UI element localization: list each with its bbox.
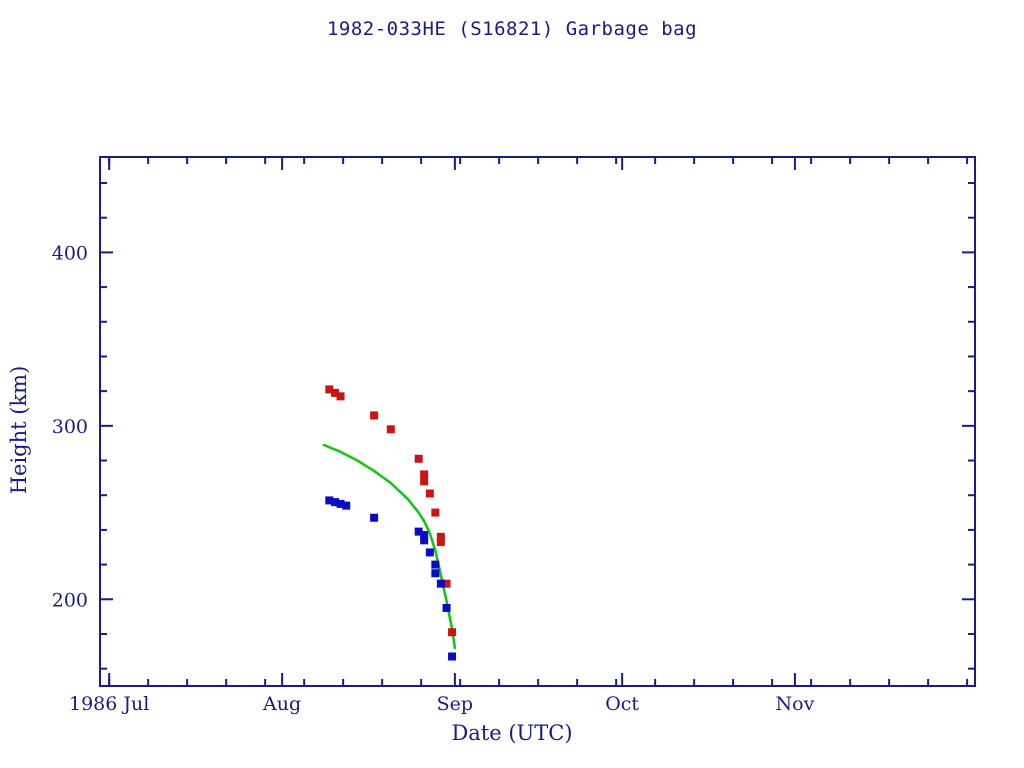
apogee-marker xyxy=(431,508,440,517)
perigee-marker xyxy=(420,536,429,545)
perigee-marker xyxy=(414,527,423,536)
apogee-marker xyxy=(420,477,429,486)
perigee-marker xyxy=(370,513,379,522)
perigee-marker xyxy=(448,652,457,661)
y-tick-label: 400 xyxy=(52,242,88,264)
x-axis-title: Date (UTC) xyxy=(451,721,572,745)
x-tick-label: Aug xyxy=(262,693,301,715)
apogee-marker xyxy=(420,470,429,479)
apogee-marker xyxy=(370,411,379,420)
perigee-marker xyxy=(425,548,434,557)
y-tick-label: 300 xyxy=(52,416,88,438)
perigee-marker xyxy=(420,531,429,540)
y-axis-ticks xyxy=(100,182,975,670)
perigee-series-markers xyxy=(325,496,457,661)
plot-border xyxy=(99,156,976,687)
x-tick-label: Oct xyxy=(605,693,639,715)
plot-frame xyxy=(99,156,976,687)
apogee-series-markers xyxy=(325,385,457,637)
apogee-marker xyxy=(425,489,434,498)
perigee-marker xyxy=(442,603,451,612)
perigee-marker xyxy=(336,499,345,508)
page-title: 1982-033HE (S16821) Garbage bag xyxy=(326,18,698,40)
x-tick-label: Sep xyxy=(437,693,473,715)
y-axis-title: Height (km) xyxy=(7,366,31,495)
perigee-marker xyxy=(431,569,440,578)
x-axis-tick-labels: 1986 Jul Aug Sep Oct Nov xyxy=(69,693,815,715)
apogee-marker xyxy=(436,532,445,541)
apogee-marker xyxy=(414,454,423,463)
y-tick-label: 200 xyxy=(52,589,88,611)
perigee-marker xyxy=(431,560,440,569)
apogee-marker xyxy=(336,392,345,401)
apogee-marker xyxy=(448,628,457,637)
x-tick-label: 1986 Jul xyxy=(69,693,149,715)
apogee-marker xyxy=(325,385,334,394)
perigee-marker xyxy=(331,498,340,507)
apogee-marker xyxy=(331,388,340,397)
decay-curve-series xyxy=(322,443,457,650)
apogee-marker xyxy=(442,579,451,588)
apogee-marker xyxy=(386,425,395,434)
perigee-marker xyxy=(436,579,445,588)
apogee-marker xyxy=(436,538,445,547)
decay-curve xyxy=(322,443,457,650)
perigee-marker xyxy=(325,496,334,505)
x-tick-label: Nov xyxy=(776,693,815,715)
x-axis-ticks xyxy=(108,157,969,686)
y-axis-tick-labels: 200 300 400 xyxy=(52,242,88,611)
perigee-marker xyxy=(342,501,351,510)
